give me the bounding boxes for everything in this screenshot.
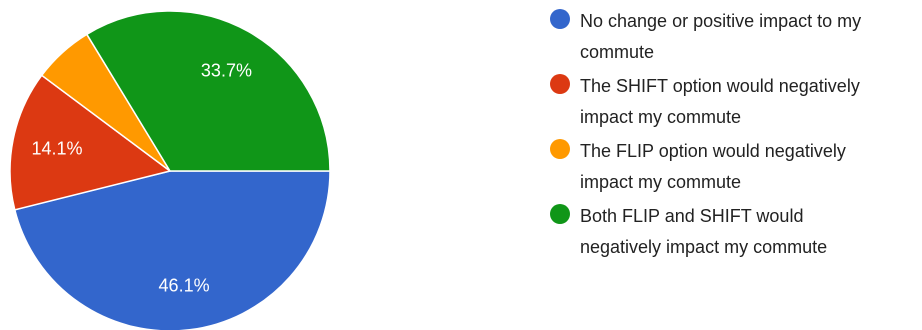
legend-marker-icon <box>550 139 570 159</box>
legend-label: The FLIP option would negatively impact … <box>580 141 846 192</box>
legend-item[interactable]: No change or positive impact to my commu… <box>550 6 922 68</box>
legend-item[interactable]: The SHIFT option would negatively impact… <box>550 71 922 133</box>
slice-data-label: 46.1% <box>159 275 210 295</box>
legend-label: No change or positive impact to my commu… <box>580 11 862 62</box>
pie-chart: 46.1% 14.1% 33.7% <box>9 10 331 330</box>
legend-marker-icon <box>550 204 570 224</box>
pie-slice[interactable] <box>9 74 172 211</box>
legend-item[interactable]: Both FLIP and SHIFT would negatively imp… <box>550 201 922 263</box>
legend-marker-icon <box>550 74 570 94</box>
slice-data-label: 14.1% <box>32 138 83 158</box>
pie-slice[interactable] <box>85 10 331 172</box>
legend-label: Both FLIP and SHIFT would negatively imp… <box>580 206 828 257</box>
slice-data-label: 33.7% <box>201 61 252 81</box>
legend-marker-icon <box>550 9 570 29</box>
legend-label: The SHIFT option would negatively impact… <box>580 76 860 127</box>
chart-legend: No change or positive impact to my commu… <box>550 6 922 266</box>
legend-item[interactable]: The FLIP option would negatively impact … <box>550 136 922 198</box>
